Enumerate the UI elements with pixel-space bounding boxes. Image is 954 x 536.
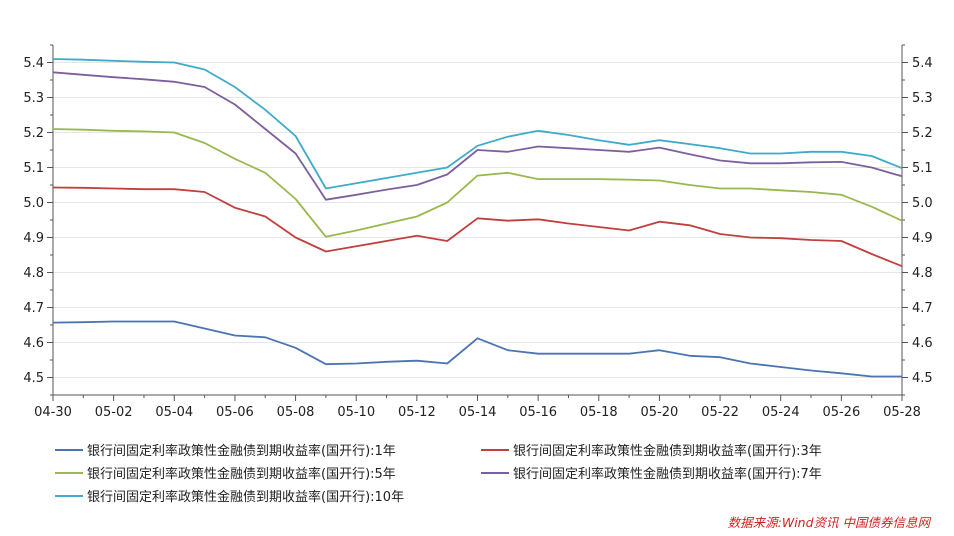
y-tick-label-left: 5.3 <box>23 91 44 106</box>
series-line-1 <box>52 320 902 378</box>
series-line-4 <box>52 71 903 201</box>
y-tick-label-left: 4.8 <box>23 266 44 281</box>
x-tick-label: 05-28 <box>883 405 921 420</box>
right-axis: 4.5 4.6 4.7 4.8 4.9 5.0 5.1 5.2 5.3 5.4 <box>901 44 933 396</box>
y-tick-label-left: 4.9 <box>23 231 44 246</box>
y-tick-label-left: 4.6 <box>23 336 44 351</box>
y-tick-label-right: 4.6 <box>912 336 933 351</box>
grid <box>53 62 902 378</box>
x-tick-label: 05-04 <box>155 405 193 420</box>
y-tick-label-right: 5.3 <box>912 91 933 106</box>
series-line-5 <box>52 58 903 190</box>
left-axis: 4.5 4.6 4.7 4.8 4.9 5.0 5.1 5.2 5.3 5.4 <box>23 44 54 396</box>
x-tick-label: 05-26 <box>822 405 860 420</box>
legend-label: 银行间固定利率政策性金融债到期收益率(国开行):10年 <box>87 489 404 505</box>
y-tick-label-left: 5.0 <box>23 196 44 211</box>
legend-label: 银行间固定利率政策性金融债到期收益率(国开行):5年 <box>87 466 396 482</box>
y-tick-label-right: 4.8 <box>912 266 933 281</box>
x-tick-label: 05-02 <box>95 405 133 420</box>
y-tick-label-right: 5.0 <box>912 196 933 211</box>
y-tick-label-left: 5.4 <box>23 56 44 71</box>
legend-label: 银行间固定利率政策性金融债到期收益率(国开行):3年 <box>513 443 822 459</box>
y-tick-label-left: 5.2 <box>23 126 44 141</box>
y-tick-label-left: 4.5 <box>23 371 44 386</box>
x-axis: 04-30 05-02 05-04 05-06 05-08 05-10 05-12 05-14… <box>34 394 921 420</box>
x-tick-label: 05-08 <box>277 405 315 420</box>
y-tick-label-right: 4.9 <box>912 231 933 246</box>
x-tick-label: 05-06 <box>216 405 254 420</box>
legend: 银行间固定利率政策性金融债到期收益率(国开行):1年 银行间固定利率政策性金融债到… <box>55 443 822 505</box>
x-tick-label: 05-10 <box>337 405 375 420</box>
x-tick-label: 05-14 <box>459 405 497 420</box>
y-tick-label-left: 4.7 <box>23 301 44 316</box>
y-tick-label-right: 4.5 <box>912 371 933 386</box>
legend-label: 银行间固定利率政策性金融债到期收益率(国开行):1年 <box>87 443 396 459</box>
x-tick-label: 04-30 <box>34 405 72 420</box>
x-tick-label: 05-16 <box>519 405 557 420</box>
x-tick-label: 05-24 <box>762 405 800 420</box>
series-lines <box>52 58 903 378</box>
source-note: 数据来源:Wind资讯 中国债券信息网 <box>728 515 932 530</box>
x-tick-label: 05-20 <box>641 405 679 420</box>
y-tick-label-right: 5.2 <box>912 126 933 141</box>
legend-label: 银行间固定利率政策性金融债到期收益率(国开行):7年 <box>513 466 822 482</box>
x-tick-label: 05-18 <box>580 405 618 420</box>
y-tick-label-right: 4.7 <box>912 301 933 316</box>
series-line-3 <box>52 128 903 238</box>
y-tick-label-left: 5.1 <box>23 161 44 176</box>
y-tick-label-right: 5.4 <box>912 56 933 71</box>
x-tick-label: 05-12 <box>398 405 436 420</box>
series-line-2 <box>52 186 903 268</box>
y-tick-label-right: 5.1 <box>912 161 933 176</box>
x-tick-label: 05-22 <box>701 405 739 420</box>
